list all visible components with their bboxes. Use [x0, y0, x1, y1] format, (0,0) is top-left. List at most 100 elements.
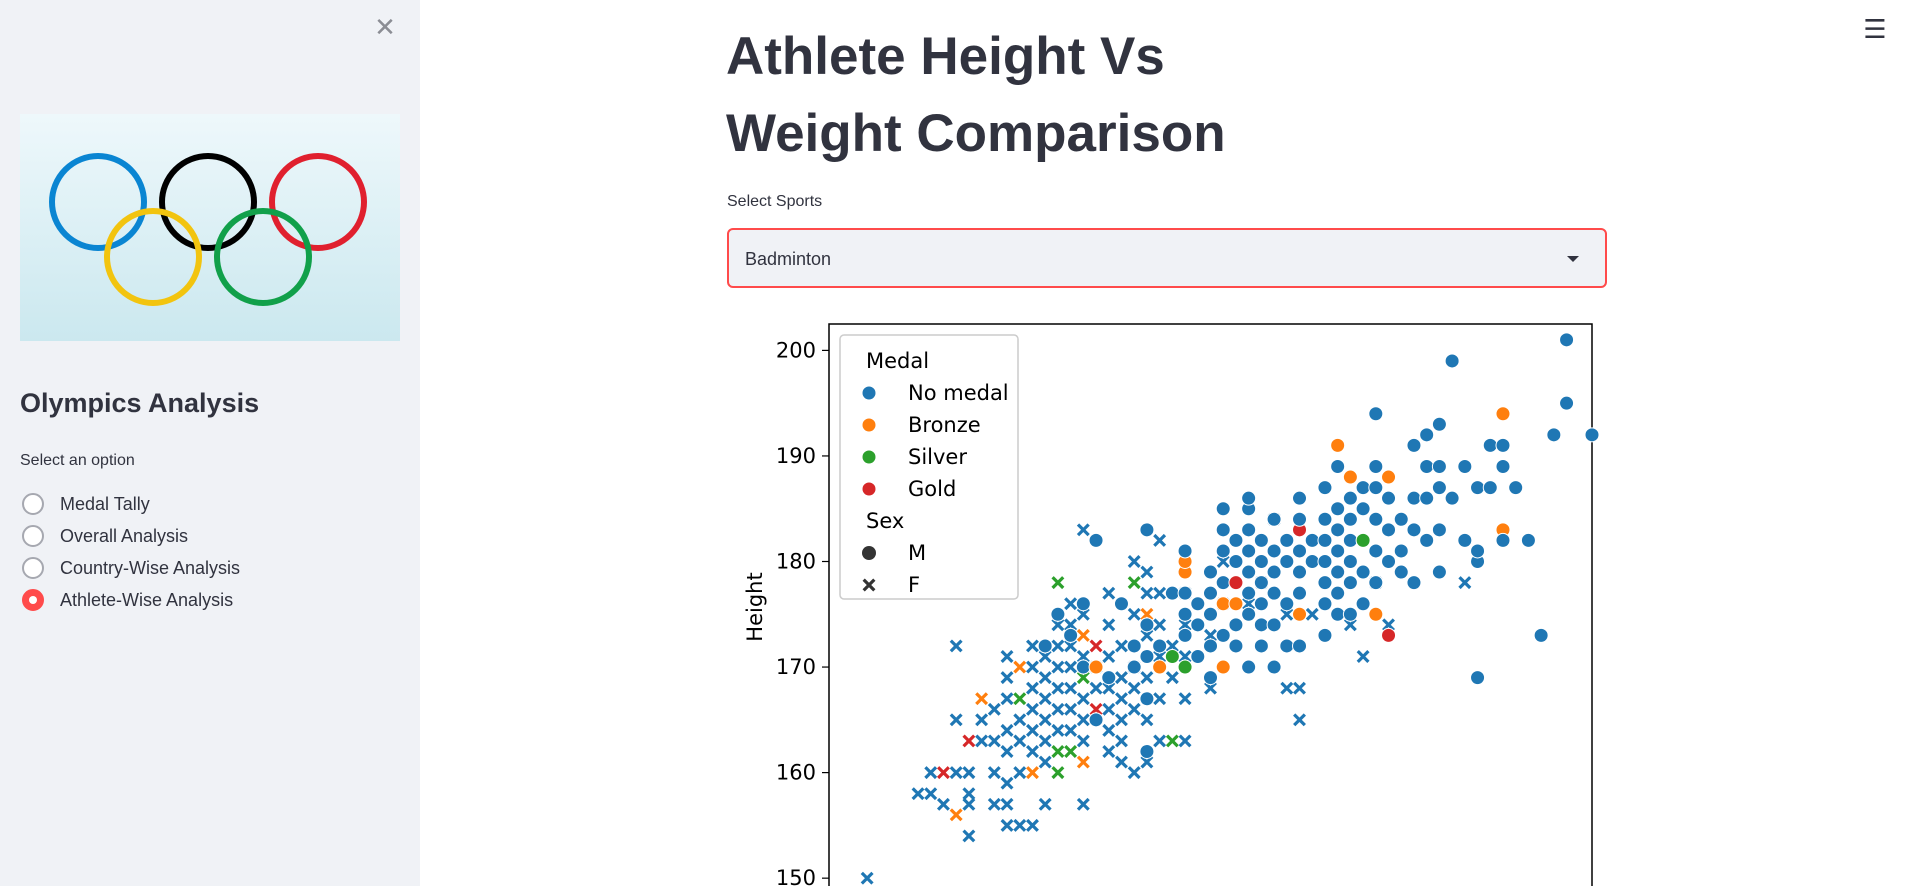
- data-point: [1038, 755, 1052, 769]
- data-point: [1241, 606, 1257, 622]
- data-point: [1139, 617, 1155, 633]
- data-point: [1228, 596, 1244, 612]
- data-point: [1153, 618, 1167, 632]
- legend-entry-label: M: [908, 541, 926, 565]
- data-point: [1140, 586, 1154, 600]
- data-point: [975, 692, 989, 706]
- data-point: [1228, 575, 1244, 591]
- radio-button-selected[interactable]: [22, 589, 44, 611]
- data-point: [1153, 650, 1167, 663]
- radio-option-country-wise-analysis[interactable]: Country-Wise Analysis: [22, 552, 240, 584]
- data-point: [1368, 406, 1384, 422]
- data-point: [1000, 723, 1014, 737]
- data-point: [1153, 586, 1167, 600]
- radio-button[interactable]: [22, 557, 44, 579]
- data-point: [1037, 638, 1053, 654]
- data-point: [1266, 564, 1282, 580]
- y-axis-label: Height: [743, 572, 767, 641]
- data-point: [1000, 745, 1014, 758]
- data-point: [949, 639, 963, 653]
- data-point: [1304, 554, 1320, 569]
- radio-option-overall-analysis[interactable]: Overall Analysis: [22, 520, 240, 552]
- legend-marker: [861, 417, 877, 433]
- data-point: [1051, 681, 1065, 695]
- data-point: [1126, 638, 1142, 654]
- data-point: [1317, 627, 1333, 643]
- data-point: [1153, 692, 1167, 706]
- data-point: [1088, 659, 1104, 675]
- data-point: [1292, 564, 1308, 580]
- data-point: [1559, 332, 1575, 348]
- data-point: [1064, 639, 1078, 653]
- data-point: [1127, 555, 1141, 568]
- data-point: [1152, 638, 1168, 654]
- radio-option-label: Athlete-Wise Analysis: [60, 589, 234, 610]
- data-point: [924, 787, 938, 801]
- data-point: [1000, 776, 1014, 790]
- data-point: [1431, 416, 1447, 432]
- legend-hue-title: Medal: [866, 349, 929, 373]
- data-point: [1241, 564, 1257, 580]
- data-point: [1317, 575, 1333, 591]
- data-point: [1293, 681, 1306, 695]
- data-point: [1215, 596, 1231, 612]
- data-point: [1419, 427, 1435, 443]
- radio-button[interactable]: [22, 525, 44, 547]
- data-point: [1102, 586, 1116, 600]
- y-tick-label: 200: [776, 338, 816, 362]
- data-point: [1063, 627, 1079, 643]
- data-point: [1495, 532, 1511, 548]
- data-point: [1026, 702, 1039, 716]
- data-point: [1215, 575, 1231, 591]
- data-point: [1076, 755, 1090, 769]
- data-point: [962, 829, 976, 843]
- data-point: [1342, 554, 1358, 569]
- data-point: [1203, 585, 1218, 601]
- data-point: [924, 766, 938, 780]
- data-point: [1051, 723, 1065, 737]
- sidebar: ✕ Olympics Analysis Select an option Med…: [0, 0, 420, 886]
- data-point: [1228, 617, 1244, 633]
- data-point: [1050, 606, 1066, 622]
- data-point: [1406, 490, 1422, 506]
- data-point: [1190, 617, 1206, 633]
- radio-option-label: Overall Analysis: [60, 525, 189, 546]
- data-point: [1317, 554, 1333, 569]
- legend-marker: [861, 449, 877, 465]
- data-point: [1317, 480, 1333, 496]
- sport-select-dropdown[interactable]: Badminton: [727, 228, 1607, 288]
- olympic-ring-0: [49, 153, 147, 251]
- data-point: [1253, 638, 1269, 654]
- data-point: [1076, 734, 1090, 748]
- chevron-down-icon[interactable]: [1567, 256, 1579, 262]
- radio-option-medal-tally[interactable]: Medal Tally: [22, 488, 240, 520]
- data-point: [1102, 723, 1116, 737]
- data-point: [1546, 427, 1562, 443]
- data-point: [1013, 660, 1027, 674]
- data-point: [1113, 596, 1129, 612]
- data-point: [1431, 522, 1447, 538]
- hamburger-menu-icon[interactable]: ☰: [1863, 14, 1887, 44]
- data-point: [1102, 702, 1116, 716]
- data-point: [1495, 406, 1511, 422]
- radio-option-athlete-wise-analysis[interactable]: Athlete-Wise Analysis: [22, 584, 240, 616]
- radio-button[interactable]: [22, 493, 44, 515]
- olympic-ring-3: [104, 208, 202, 306]
- data-point: [1140, 565, 1154, 579]
- data-point: [1177, 606, 1193, 622]
- data-point: [962, 734, 976, 748]
- data-point: [1381, 469, 1397, 485]
- data-point: [1304, 532, 1320, 548]
- data-point: [1165, 734, 1179, 748]
- data-point: [1355, 596, 1371, 612]
- data-point: [1038, 671, 1052, 685]
- data-point: [1279, 554, 1295, 569]
- data-point: [1253, 532, 1269, 548]
- data-point: [1026, 745, 1039, 758]
- data-point: [1115, 713, 1128, 727]
- data-point: [1317, 596, 1333, 612]
- close-icon[interactable]: ✕: [374, 12, 396, 42]
- data-point: [1317, 511, 1333, 527]
- data-point: [1000, 650, 1014, 663]
- data-point: [1216, 555, 1230, 568]
